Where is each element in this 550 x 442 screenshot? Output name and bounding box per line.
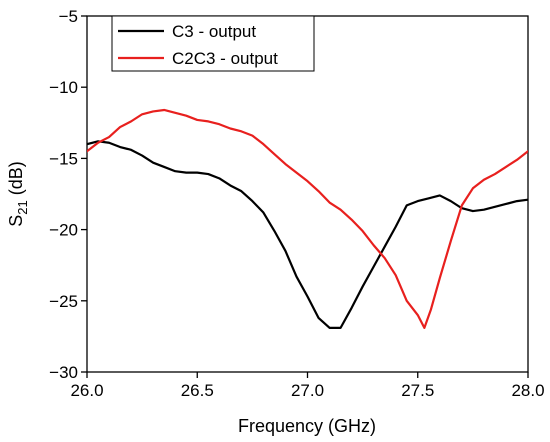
x-tick-label: 28.0 (511, 381, 544, 400)
series-line-c2c3 (87, 108, 528, 329)
x-tick-label: 26.0 (70, 381, 103, 400)
legend-box (111, 15, 315, 72)
y-axis-title-unit: (dB) (6, 161, 26, 200)
y-axis-title-subscript: 21 (15, 200, 30, 214)
x-tick-label: 27.5 (401, 381, 434, 400)
y-tick-label: −15 (49, 149, 78, 168)
x-axis-title: Frequency (GHz) (238, 416, 376, 436)
legend-label-c3: C3 - output (172, 22, 256, 41)
y-axis-title: S21 (dB) (6, 161, 30, 227)
x-tick-label: 26.5 (181, 381, 214, 400)
y-tick-label: −30 (49, 363, 78, 382)
y-tick-label: −20 (49, 221, 78, 240)
series-line-c3 (87, 140, 528, 329)
y-axis-title-main: S (6, 215, 26, 227)
y-tick-label: −25 (49, 292, 78, 311)
legend-label-c2c3: C2C3 - output (172, 49, 278, 68)
axis-ticks: 26.0 26.5 27.0 27.5 28.0 −30 −25 −20 −15 −10 −5 (49, 7, 544, 400)
y-tick-label: −10 (49, 78, 78, 97)
series-layer (87, 108, 528, 329)
x-tick-label: 27.0 (291, 381, 324, 400)
legend: C3 - output C2C3 - output (111, 15, 315, 72)
y-tick-label: −5 (59, 7, 78, 26)
